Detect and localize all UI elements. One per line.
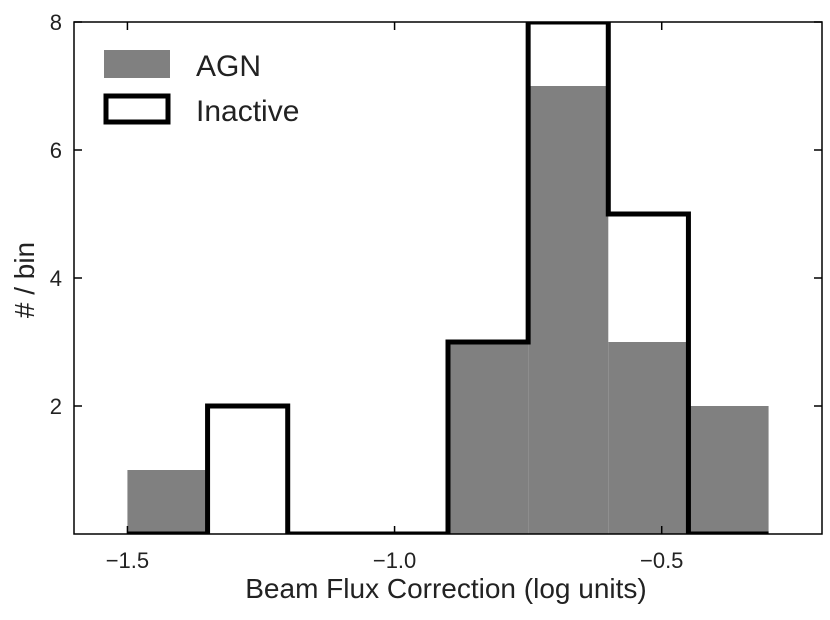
legend-label-agn: AGN xyxy=(196,50,261,83)
legend-swatch-agn xyxy=(104,50,170,78)
bar-agn-6 xyxy=(608,342,689,534)
bar-agn-7 xyxy=(688,406,769,534)
y-tick-label: 4 xyxy=(50,266,62,291)
bar-agn-0 xyxy=(127,470,208,534)
legend-swatch-inactive xyxy=(103,93,171,125)
y-tick-label: 6 xyxy=(50,138,62,163)
x-tick-label: −0.5 xyxy=(640,548,683,573)
x-tick-label: −1.5 xyxy=(106,548,149,573)
x-tick-label: −1.0 xyxy=(373,548,416,573)
y-tick-label: 2 xyxy=(50,394,62,419)
legend: AGN Inactive xyxy=(103,50,299,128)
plot-area: −1.5 −1.0 −0.5 2 4 6 8 xyxy=(50,10,823,573)
y-axis-title: # / bin xyxy=(9,242,40,318)
y-tick-label: 8 xyxy=(50,10,62,35)
legend-label-inactive: Inactive xyxy=(196,95,299,128)
x-axis-title: Beam Flux Correction (log units) xyxy=(245,573,646,604)
bar-agn-4 xyxy=(448,342,529,534)
bar-agn-5 xyxy=(528,86,609,534)
step-line-inactive xyxy=(127,22,769,534)
